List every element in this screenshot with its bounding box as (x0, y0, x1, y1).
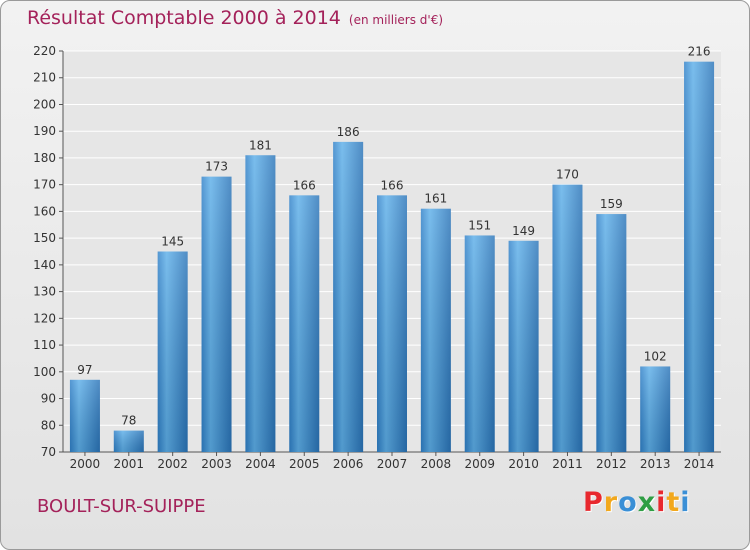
x-tick-label: 2004 (245, 457, 276, 471)
title-text: Résultat Comptable 2000 à 2014 (27, 7, 341, 29)
data-label: 149 (512, 224, 535, 238)
logo-letter: x (637, 487, 657, 518)
x-tick-label: 2014 (684, 457, 715, 471)
data-label: 151 (468, 218, 491, 232)
logo-letter: i (656, 487, 667, 518)
y-tick-label: 140 (33, 258, 56, 272)
data-label: 97 (77, 363, 92, 377)
bar-shade (464, 235, 495, 452)
x-tick-label: 2007 (377, 457, 408, 471)
data-label: 145 (161, 235, 184, 249)
y-tick-label: 190 (33, 124, 56, 138)
data-label: 166 (293, 178, 316, 192)
x-tick-label: 2008 (421, 457, 452, 471)
y-tick-label: 170 (33, 178, 56, 192)
data-label: 170 (556, 168, 579, 182)
bar-shade (289, 195, 320, 453)
bar-shade (508, 240, 539, 452)
data-label: 161 (424, 192, 447, 206)
y-tick-label: 180 (33, 151, 56, 165)
logo-letter: P (583, 487, 604, 518)
x-tick-label: 2012 (596, 457, 627, 471)
y-tick-label: 100 (33, 365, 56, 379)
y-tick-label: 110 (33, 338, 56, 352)
y-tick-label: 120 (33, 311, 56, 325)
bar-shade (640, 366, 671, 452)
x-tick-label: 2003 (201, 457, 232, 471)
bar-shade (69, 379, 100, 452)
x-tick-label: 2011 (552, 457, 583, 471)
y-tick-label: 80 (41, 418, 56, 432)
x-tick-label: 2013 (640, 457, 671, 471)
chart-subtitle: (en milliers d'€) (348, 13, 444, 27)
bar-shade (245, 155, 276, 452)
y-tick-label: 210 (33, 71, 56, 85)
chart-title: Résultat Comptable 2000 à 2014 (en millie… (27, 7, 443, 29)
data-label: 216 (688, 45, 711, 59)
y-tick-label: 150 (33, 231, 56, 245)
y-tick-label: 220 (33, 44, 56, 58)
data-label: 166 (381, 178, 404, 192)
data-label: 173 (205, 160, 228, 174)
x-tick-label: 2010 (508, 457, 539, 471)
y-tick-label: 200 (33, 97, 56, 111)
data-label: 181 (249, 138, 272, 152)
y-tick-label: 70 (41, 445, 56, 459)
bar-shade (552, 184, 583, 452)
bar-shade (333, 141, 364, 453)
y-tick-label: 130 (33, 285, 56, 299)
data-label: 186 (337, 125, 360, 139)
logo-letter: o (618, 487, 638, 518)
logo-letter: t (666, 487, 681, 518)
x-tick-label: 2002 (157, 457, 188, 471)
x-tick-label: 2009 (464, 457, 495, 471)
x-tick-label: 2006 (333, 457, 364, 471)
proxiti-logo: Proxiti (583, 487, 691, 518)
bar-shade (596, 214, 627, 452)
logo-letter: i (680, 487, 691, 518)
bar-shade (684, 61, 715, 453)
bar-shade (377, 195, 407, 453)
bar-shade (113, 430, 144, 452)
logo-letter: r (603, 487, 619, 518)
data-label: 78 (121, 414, 136, 428)
bar-shade (420, 208, 451, 452)
x-tick-label: 2001 (114, 457, 145, 471)
bar-shade (201, 176, 232, 452)
x-tick-label: 2000 (70, 457, 101, 471)
data-label: 102 (644, 349, 667, 363)
bar-shade (157, 251, 188, 452)
y-tick-label: 160 (33, 204, 56, 218)
y-tick-label: 90 (41, 392, 56, 406)
location-name: BOULT-SUR-SUIPPE (37, 496, 206, 517)
x-tick-label: 2005 (289, 457, 320, 471)
data-label: 159 (600, 197, 623, 211)
